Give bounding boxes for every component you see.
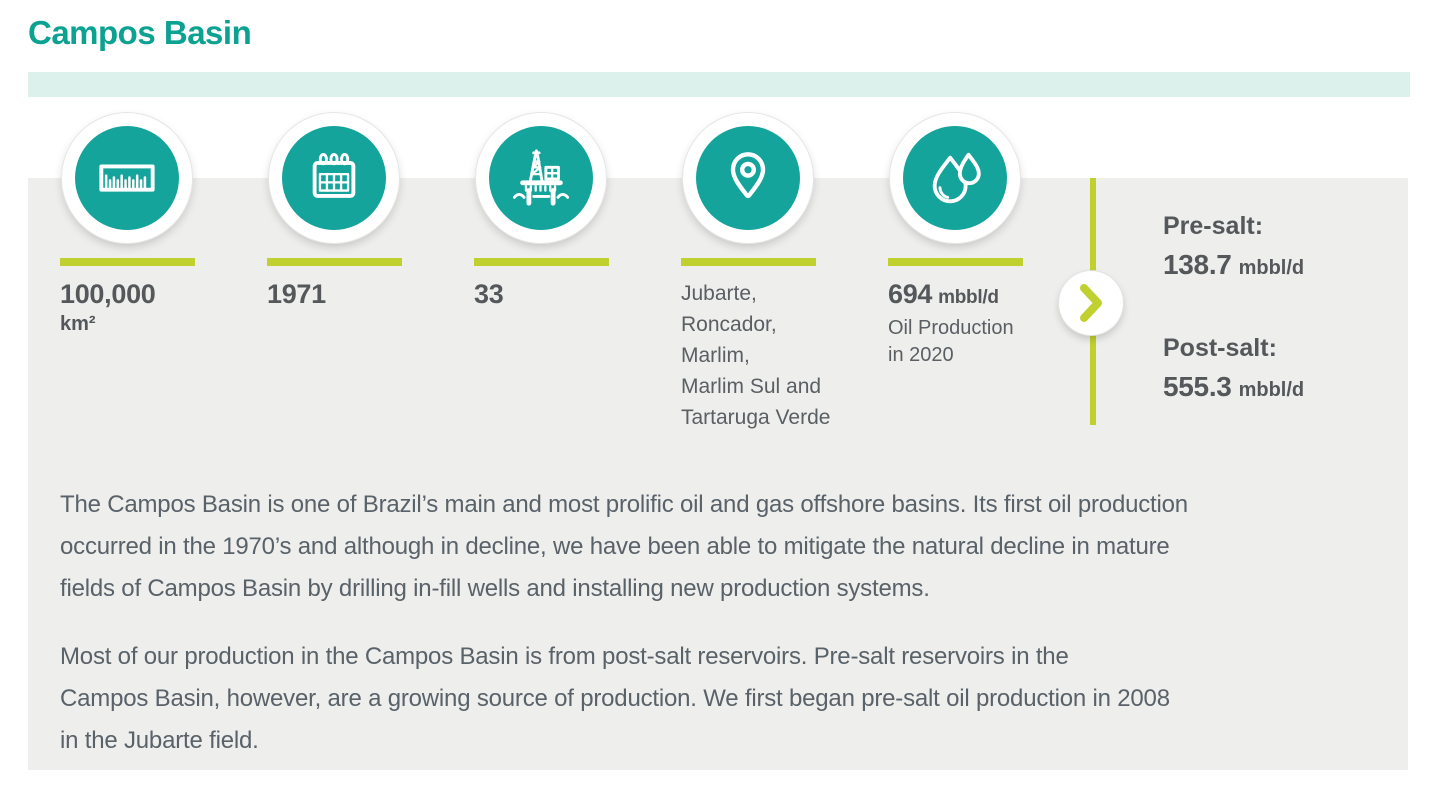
stat-badge xyxy=(890,113,1020,243)
stat-value: 33 xyxy=(474,279,504,309)
paragraph-line: Most of our production in the Campos Bas… xyxy=(60,643,1069,670)
paragraph-1: The Campos Basin is one of Brazil’s main… xyxy=(60,484,1188,610)
stat-area: 100,000 km² xyxy=(60,113,210,336)
post-salt-unit: mbbl/d xyxy=(1238,379,1305,401)
stat-value: 1971 xyxy=(267,279,326,309)
stat-accent-rule xyxy=(681,258,816,266)
stat-badge xyxy=(683,113,813,243)
post-salt-label: Post-salt: xyxy=(1163,334,1277,362)
stat-value-number: 694 xyxy=(888,279,933,309)
ruler-icon xyxy=(99,164,155,192)
chevron-badge xyxy=(1059,271,1123,335)
stat-accent-rule xyxy=(267,258,402,266)
field-name: Roncador, xyxy=(681,313,777,336)
stat-badge-circle xyxy=(903,126,1007,230)
field-name: Marlim Sul and xyxy=(681,375,822,398)
stat-value: 694 mbbl/d xyxy=(888,279,1038,310)
stat-unit: mbbl/d xyxy=(938,287,999,308)
oil-drops-icon xyxy=(932,152,981,204)
post-salt-value: 555.3 xyxy=(1163,371,1232,402)
pre-salt-unit: mbbl/d xyxy=(1238,257,1305,279)
stat-unit: km² xyxy=(60,313,96,335)
stat-accent-rule xyxy=(474,258,609,266)
post-salt-block: Post-salt: 555.3 mbbl/d xyxy=(1163,334,1403,403)
body-text: The Campos Basin is one of Brazil’s main… xyxy=(60,484,1188,762)
paragraph-line: Campos Basin, however, are a growing sou… xyxy=(60,685,1170,712)
stat-main-fields: Jubarte, Roncador, Marlim, Marlim Sul an… xyxy=(681,113,831,433)
stat-badge-circle xyxy=(489,126,593,230)
field-name: Jubarte, xyxy=(681,282,757,305)
stat-first-year: 1971 xyxy=(267,113,417,310)
field-name: Tartaruga Verde xyxy=(681,406,831,429)
paragraph-line: in the Jubarte field. xyxy=(60,727,259,754)
stat-badge-circle xyxy=(282,126,386,230)
paragraph-2: Most of our production in the Campos Bas… xyxy=(60,636,1188,762)
pre-salt-label: Pre-salt: xyxy=(1163,212,1264,240)
stat-badge-circle xyxy=(75,126,179,230)
paragraph-line: The Campos Basin is one of Brazil’s main… xyxy=(60,491,1188,518)
pre-salt-value: 138.7 xyxy=(1163,249,1232,280)
paragraph-line: occurred in the 1970’s and although in d… xyxy=(60,533,1170,560)
title-underline-band xyxy=(28,72,1410,97)
stat-accent-rule xyxy=(888,258,1023,266)
stat-platforms: 33 xyxy=(474,113,624,310)
stat-value: 100,000 xyxy=(60,279,156,309)
stat-badge xyxy=(476,113,606,243)
pre-salt-value-row: 138.7 mbbl/d xyxy=(1163,249,1403,281)
field-name: Marlim, xyxy=(681,344,750,367)
location-pin-icon xyxy=(730,152,766,199)
field-list: Jubarte, Roncador, Marlim, Marlim Sul an… xyxy=(681,278,831,433)
stat-oil-production: 694 mbbl/d Oil Production in 2020 xyxy=(888,113,1038,369)
oil-platform-icon xyxy=(512,149,570,206)
stat-badge xyxy=(62,113,192,243)
post-salt-value-row: 555.3 mbbl/d xyxy=(1163,371,1403,403)
paragraph-line: fields of Campos Basin by drilling in-fi… xyxy=(60,575,930,602)
calendar-icon xyxy=(312,153,356,198)
stat-badge-circle xyxy=(696,126,800,230)
stat-caption: Oil Production in 2020 xyxy=(888,317,1014,366)
content-panel xyxy=(28,178,1408,770)
stat-badge xyxy=(269,113,399,243)
page-title: Campos Basin xyxy=(28,14,252,51)
chevron-right-icon xyxy=(1080,284,1102,322)
pre-salt-block: Pre-salt: 138.7 mbbl/d xyxy=(1163,212,1403,281)
stat-accent-rule xyxy=(60,258,195,266)
